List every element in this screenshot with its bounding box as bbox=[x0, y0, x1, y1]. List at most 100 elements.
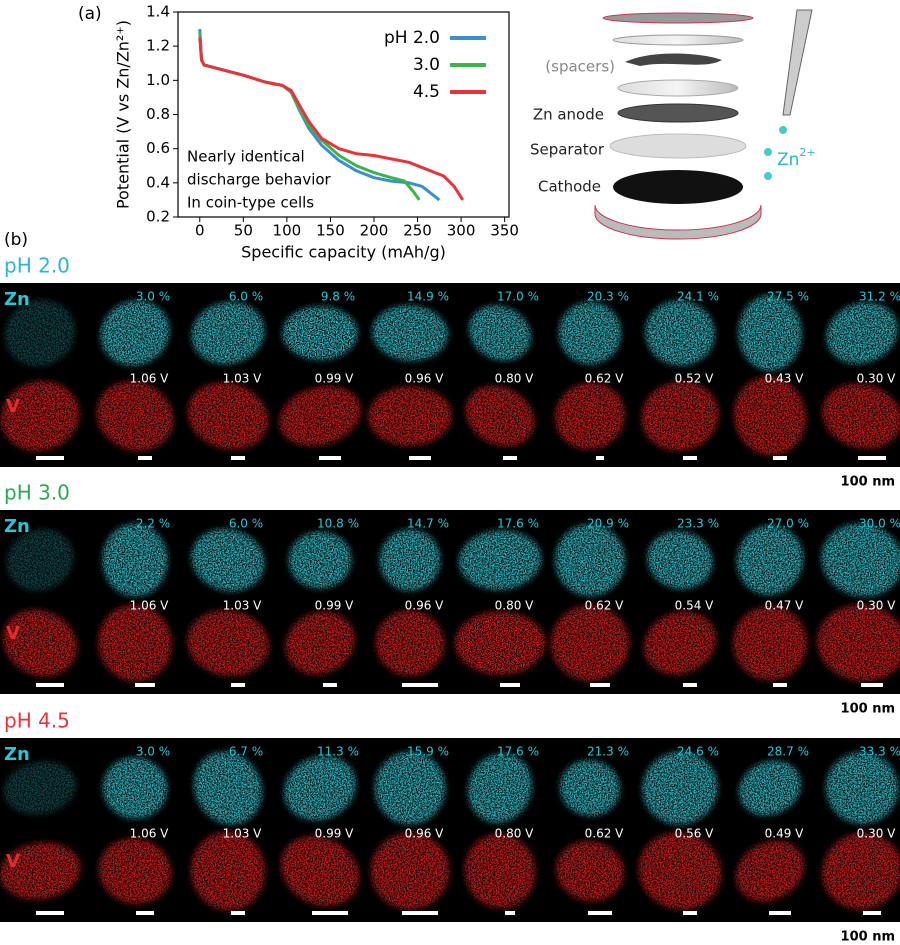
zn-map bbox=[102, 523, 168, 597]
x-tick-label: 250 bbox=[403, 222, 432, 240]
v-map bbox=[732, 605, 808, 681]
zn-map bbox=[736, 525, 804, 595]
zn-percent: 6.0 % bbox=[229, 290, 263, 304]
zn-map bbox=[374, 751, 446, 825]
scale-bar bbox=[136, 911, 154, 915]
voltage: 0.96 V bbox=[405, 372, 445, 386]
zn-map bbox=[4, 299, 76, 367]
scale-bar bbox=[773, 456, 787, 460]
v-map bbox=[190, 831, 266, 911]
voltage: 0.62 V bbox=[585, 372, 625, 386]
cathode bbox=[613, 170, 743, 204]
voltage: 0.96 V bbox=[405, 599, 445, 613]
zn-percent: 30.0 % bbox=[859, 517, 900, 531]
zn-percent: 14.9 % bbox=[407, 290, 449, 304]
zn-map bbox=[642, 751, 718, 825]
scale-bar bbox=[588, 911, 612, 915]
zn-map bbox=[371, 305, 449, 361]
scale-bar bbox=[590, 683, 610, 687]
ion-label: Zn2+ bbox=[777, 146, 816, 170]
v-map bbox=[454, 611, 546, 675]
cell-spacer bbox=[612, 34, 744, 46]
zn-percent: 17.6 % bbox=[497, 517, 539, 531]
diagram-label: Cathode bbox=[538, 178, 601, 196]
annotation: In coin-type cells bbox=[187, 194, 314, 212]
diagram-label: Separator bbox=[530, 141, 605, 159]
scale-label: 100 nm bbox=[841, 930, 895, 945]
x-tick-label: 100 bbox=[273, 222, 302, 240]
v-map bbox=[370, 832, 450, 910]
y-axis-label: Potential (V vs Zn/Zn²⁺) bbox=[114, 20, 133, 209]
scale-bar bbox=[36, 911, 64, 915]
zn-map bbox=[558, 301, 622, 365]
zn-percent: 20.9 % bbox=[587, 517, 629, 531]
scale-bar bbox=[402, 683, 438, 687]
voltage: 0.47 V bbox=[765, 599, 805, 613]
v-map bbox=[735, 840, 805, 902]
cell-cap bbox=[602, 12, 754, 24]
v-map bbox=[0, 380, 80, 452]
group-title: pH 2.0 bbox=[4, 254, 70, 278]
zn-map bbox=[100, 300, 170, 366]
scale-bar bbox=[773, 683, 787, 687]
zn-map bbox=[825, 751, 899, 825]
legend-label: pH 2.0 bbox=[384, 28, 440, 48]
zn-percent: 11.3 % bbox=[317, 745, 359, 759]
voltage: 0.43 V bbox=[765, 372, 805, 386]
voltage: 0.62 V bbox=[585, 599, 625, 613]
scale-bar bbox=[36, 683, 64, 687]
v-map bbox=[186, 609, 270, 677]
scale-bar bbox=[596, 456, 604, 460]
scale-label: 100 nm bbox=[841, 475, 895, 490]
droplet bbox=[764, 172, 772, 180]
v-map bbox=[554, 382, 626, 450]
group-title: pH 4.5 bbox=[4, 709, 70, 733]
scale-bar bbox=[135, 683, 155, 687]
v-map bbox=[96, 381, 174, 451]
zn-percent: 9.8 % bbox=[321, 290, 355, 304]
zn-map bbox=[738, 760, 802, 816]
zn-map bbox=[193, 751, 263, 825]
zn-map bbox=[6, 529, 74, 591]
voltage: 0.30 V bbox=[857, 599, 897, 613]
coin-cell-diagram: (spacers) Zn anode Separator Cathode Zn2… bbox=[530, 9, 816, 240]
zn-map bbox=[737, 295, 803, 371]
zn-map bbox=[191, 528, 265, 592]
voltage: 0.99 V bbox=[315, 372, 355, 386]
zn-percent: 27.5 % bbox=[767, 290, 809, 304]
v-map bbox=[733, 376, 807, 456]
scale-label: 100 nm bbox=[841, 702, 895, 717]
legend-label: 4.5 bbox=[413, 82, 440, 102]
zn-map-label: Zn bbox=[4, 744, 30, 765]
x-tick-label: 300 bbox=[447, 222, 476, 240]
voltage: 0.49 V bbox=[765, 827, 805, 841]
zn-percent: 24.1 % bbox=[677, 290, 719, 304]
zn-map bbox=[283, 755, 357, 821]
scale-bar bbox=[503, 456, 517, 460]
zn-map bbox=[458, 530, 542, 590]
v-map bbox=[550, 604, 630, 682]
zn-map bbox=[468, 305, 532, 361]
scale-bar bbox=[858, 456, 886, 460]
voltage: 0.62 V bbox=[585, 827, 625, 841]
voltage: 0.30 V bbox=[857, 372, 897, 386]
scale-bar bbox=[231, 911, 245, 915]
diagram-label: Zn anode bbox=[533, 106, 604, 124]
y-tick-label: 1.2 bbox=[146, 37, 170, 55]
v-map bbox=[816, 604, 900, 682]
zn-map bbox=[282, 306, 358, 360]
pipette bbox=[782, 9, 813, 116]
zn-percent: 6.0 % bbox=[229, 517, 263, 531]
v-map bbox=[285, 611, 355, 675]
annotation: discharge behavior bbox=[187, 171, 332, 189]
diagram-label: (spacers) bbox=[545, 58, 615, 76]
voltage: 1.06 V bbox=[130, 599, 170, 613]
y-tick-label: 0.2 bbox=[146, 208, 170, 226]
zn-percent: 27.0 % bbox=[767, 517, 809, 531]
scale-bar bbox=[312, 911, 348, 915]
zn-percent: 17.6 % bbox=[497, 745, 539, 759]
zn-anode bbox=[617, 103, 739, 123]
zn-map bbox=[191, 301, 265, 365]
zn-map bbox=[467, 753, 533, 823]
zn-percent: 6.7 % bbox=[229, 745, 263, 759]
